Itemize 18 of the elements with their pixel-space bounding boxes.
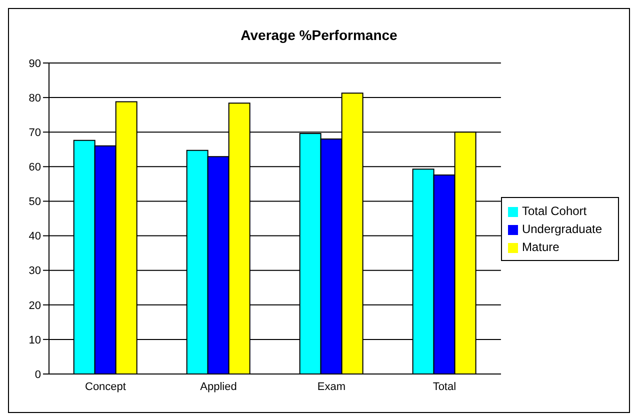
y-tick-label: 20 bbox=[28, 300, 41, 312]
legend-label: Undergraduate bbox=[522, 222, 602, 236]
y-tick-label: 10 bbox=[28, 334, 41, 346]
legend-label: Mature bbox=[522, 240, 560, 254]
y-tick-label: 60 bbox=[28, 162, 41, 174]
x-tick-label: Applied bbox=[200, 380, 237, 393]
y-tick-label: 90 bbox=[28, 58, 41, 70]
y-tick-label: 30 bbox=[28, 265, 41, 278]
x-tick-label: Concept bbox=[85, 380, 126, 393]
y-tick-label: 70 bbox=[28, 127, 41, 140]
y-tick-label: 50 bbox=[28, 196, 41, 208]
legend-label: Total Cohort bbox=[522, 204, 587, 218]
y-tick-label: 40 bbox=[28, 230, 41, 243]
x-tick-label: Total bbox=[432, 380, 456, 393]
chart-title: Average %Performance bbox=[240, 26, 398, 45]
y-tick-label: 80 bbox=[28, 92, 41, 104]
y-tick-label: 0 bbox=[34, 368, 41, 381]
x-tick-label: Exam bbox=[317, 380, 346, 393]
